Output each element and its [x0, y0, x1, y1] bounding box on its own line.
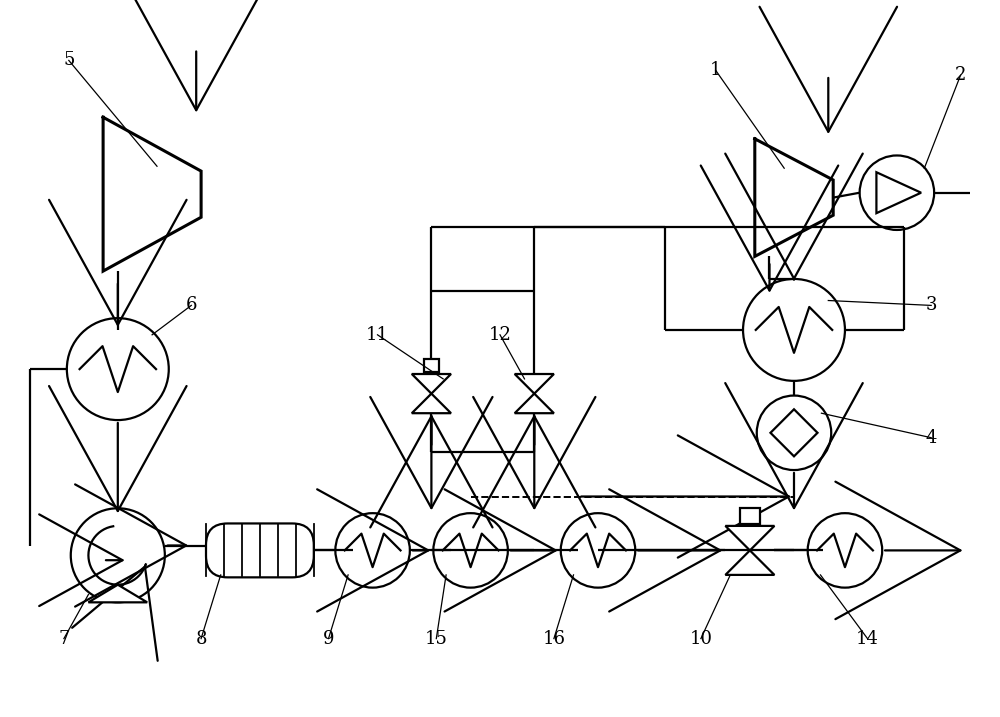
- FancyBboxPatch shape: [206, 523, 314, 577]
- Polygon shape: [725, 551, 774, 575]
- Text: 10: 10: [689, 630, 712, 647]
- Polygon shape: [515, 374, 554, 394]
- Polygon shape: [88, 584, 147, 602]
- Text: 2: 2: [955, 66, 966, 84]
- Polygon shape: [412, 394, 451, 413]
- Bar: [424, 359, 439, 372]
- Text: 9: 9: [323, 630, 334, 647]
- Text: 7: 7: [58, 630, 70, 647]
- Text: 1: 1: [710, 61, 721, 79]
- Polygon shape: [412, 374, 451, 394]
- Text: 12: 12: [489, 326, 511, 344]
- Text: 14: 14: [856, 630, 879, 647]
- Polygon shape: [725, 526, 774, 551]
- Text: 8: 8: [195, 630, 207, 647]
- Text: 6: 6: [186, 296, 197, 315]
- Polygon shape: [515, 394, 554, 413]
- Text: 3: 3: [925, 296, 937, 315]
- Bar: [740, 508, 760, 524]
- Text: 15: 15: [425, 630, 448, 647]
- Text: 5: 5: [63, 52, 74, 70]
- Text: 4: 4: [926, 429, 937, 447]
- Text: 16: 16: [542, 630, 565, 647]
- Text: 11: 11: [366, 326, 389, 344]
